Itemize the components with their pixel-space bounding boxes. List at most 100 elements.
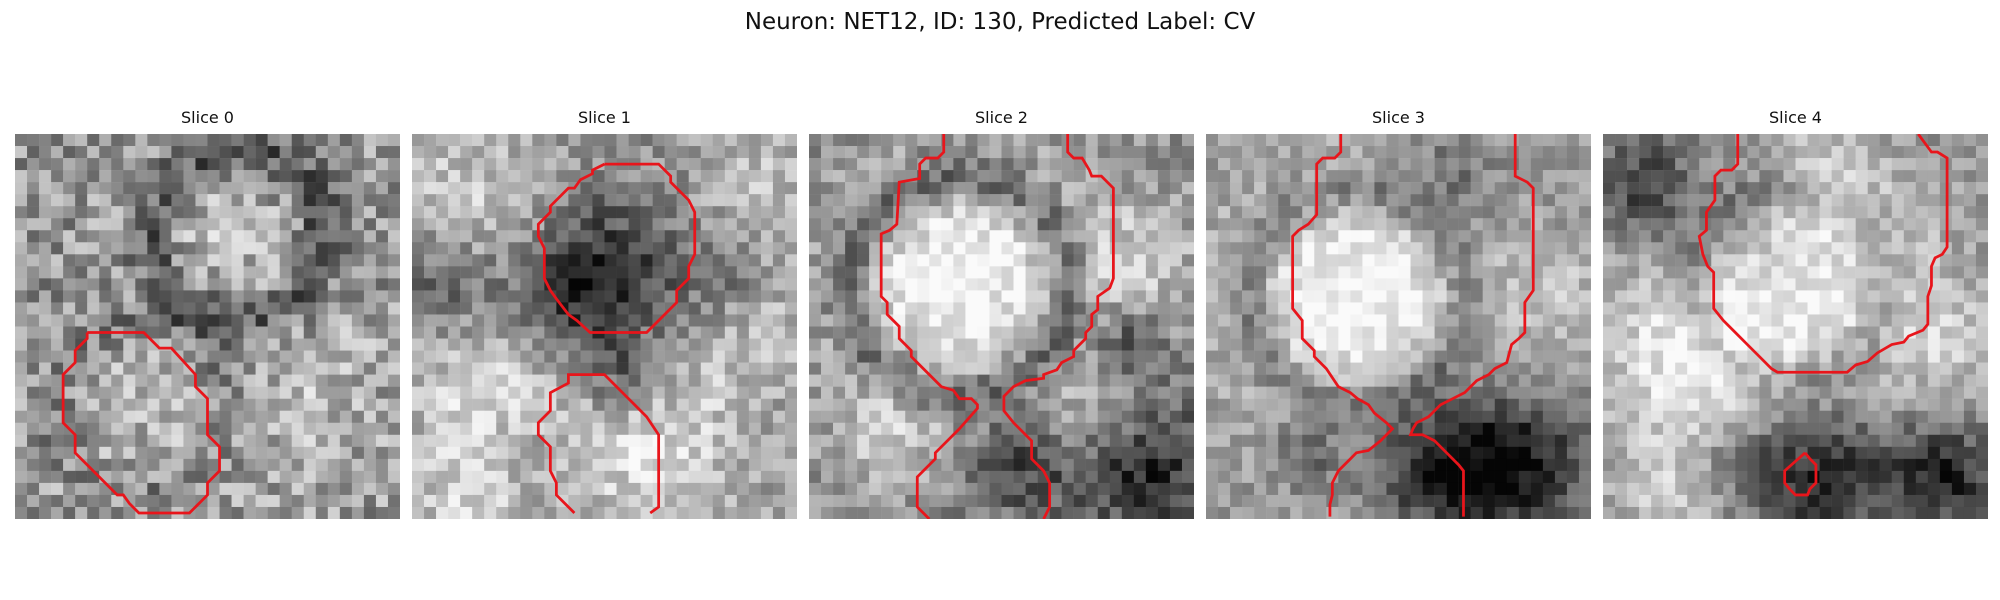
- pixel: [75, 314, 88, 327]
- pixel: [760, 446, 774, 460]
- pixel: [1530, 482, 1544, 496]
- pixel: [772, 338, 786, 351]
- pixel: [1470, 326, 1483, 339]
- pixel: [1639, 302, 1652, 315]
- pixel: [1145, 194, 1159, 207]
- pixel: [1951, 278, 1965, 291]
- pixel: [63, 494, 76, 508]
- pixel: [147, 494, 160, 508]
- pixel: [1085, 146, 1098, 159]
- pixel: [1542, 506, 1556, 519]
- pixel: [809, 326, 822, 339]
- pixel: [1627, 278, 1640, 291]
- pixel: [869, 278, 882, 291]
- pixel: [472, 230, 485, 243]
- pixel: [1771, 434, 1784, 448]
- pixel: [1013, 314, 1026, 327]
- pixel: [905, 386, 918, 399]
- pixel: [1278, 470, 1291, 484]
- pixel: [1109, 134, 1123, 147]
- pixel: [267, 218, 280, 231]
- pixel: [1181, 290, 1194, 303]
- pixel: [941, 338, 954, 351]
- pixel: [351, 506, 365, 519]
- pixel: [724, 194, 738, 207]
- pixel: [628, 350, 641, 363]
- pixel: [1831, 206, 1844, 219]
- pixel: [1254, 158, 1267, 171]
- pixel: [75, 494, 88, 508]
- pixel: [772, 506, 786, 519]
- pixel: [833, 242, 846, 255]
- pixel: [1338, 302, 1351, 315]
- pixel: [905, 374, 918, 387]
- pixel: [448, 350, 461, 363]
- pixel: [1025, 302, 1038, 315]
- pixel: [339, 314, 353, 327]
- pixel: [63, 386, 76, 399]
- pixel: [965, 182, 978, 195]
- pixel: [592, 194, 605, 207]
- pixel: [869, 434, 882, 448]
- pixel: [1302, 398, 1315, 411]
- pixel: [688, 458, 701, 472]
- pixel: [568, 446, 581, 460]
- pixel: [1783, 314, 1796, 327]
- pixel: [207, 362, 220, 375]
- pixel: [1206, 410, 1219, 423]
- pixel: [1218, 386, 1231, 399]
- pixel: [1651, 302, 1664, 315]
- pixel: [1891, 254, 1905, 267]
- pixel: [1218, 362, 1231, 375]
- pixel: [484, 386, 497, 399]
- pixel: [1145, 254, 1159, 267]
- pixel: [1230, 158, 1243, 171]
- pixel: [147, 374, 160, 387]
- pixel: [833, 410, 846, 423]
- pixel: [1506, 182, 1520, 195]
- pixel: [15, 146, 28, 159]
- pixel: [1278, 134, 1291, 147]
- pixel: [1085, 230, 1098, 243]
- pixel: [159, 482, 172, 496]
- pixel: [424, 182, 437, 195]
- pixel: [1675, 422, 1688, 436]
- pixel: [448, 254, 461, 267]
- pixel: [917, 386, 930, 399]
- pixel: [508, 302, 521, 315]
- pixel: [1639, 338, 1652, 351]
- pixel: [1518, 134, 1532, 147]
- pixel: [267, 446, 280, 460]
- pixel: [809, 458, 822, 472]
- pixel: [688, 482, 701, 496]
- pixel: [195, 218, 208, 231]
- pixel: [351, 398, 365, 411]
- pixel: [15, 218, 28, 231]
- pixel: [1061, 254, 1074, 267]
- pixel: [135, 494, 148, 508]
- pixel: [1157, 482, 1171, 496]
- pixel: [652, 266, 665, 279]
- pixel: [1639, 350, 1652, 363]
- pixel: [1001, 170, 1014, 183]
- pixel: [87, 206, 100, 219]
- pixel: [387, 422, 400, 436]
- pixel: [809, 218, 822, 231]
- pixel: [1651, 338, 1664, 351]
- pixel: [989, 458, 1002, 472]
- pixel: [712, 314, 726, 327]
- pixel: [484, 434, 497, 448]
- pixel: [1362, 194, 1375, 207]
- pixel: [1759, 386, 1772, 399]
- pixel: [1133, 506, 1147, 519]
- pixel: [508, 350, 521, 363]
- pixel: [1290, 434, 1303, 448]
- pixel: [219, 170, 232, 183]
- pixel: [532, 374, 545, 387]
- pixel: [1639, 134, 1652, 147]
- pixel: [857, 422, 870, 436]
- pixel: [1169, 506, 1183, 519]
- pixel: [580, 290, 593, 303]
- pixel: [1518, 278, 1532, 291]
- pixel: [1410, 494, 1423, 508]
